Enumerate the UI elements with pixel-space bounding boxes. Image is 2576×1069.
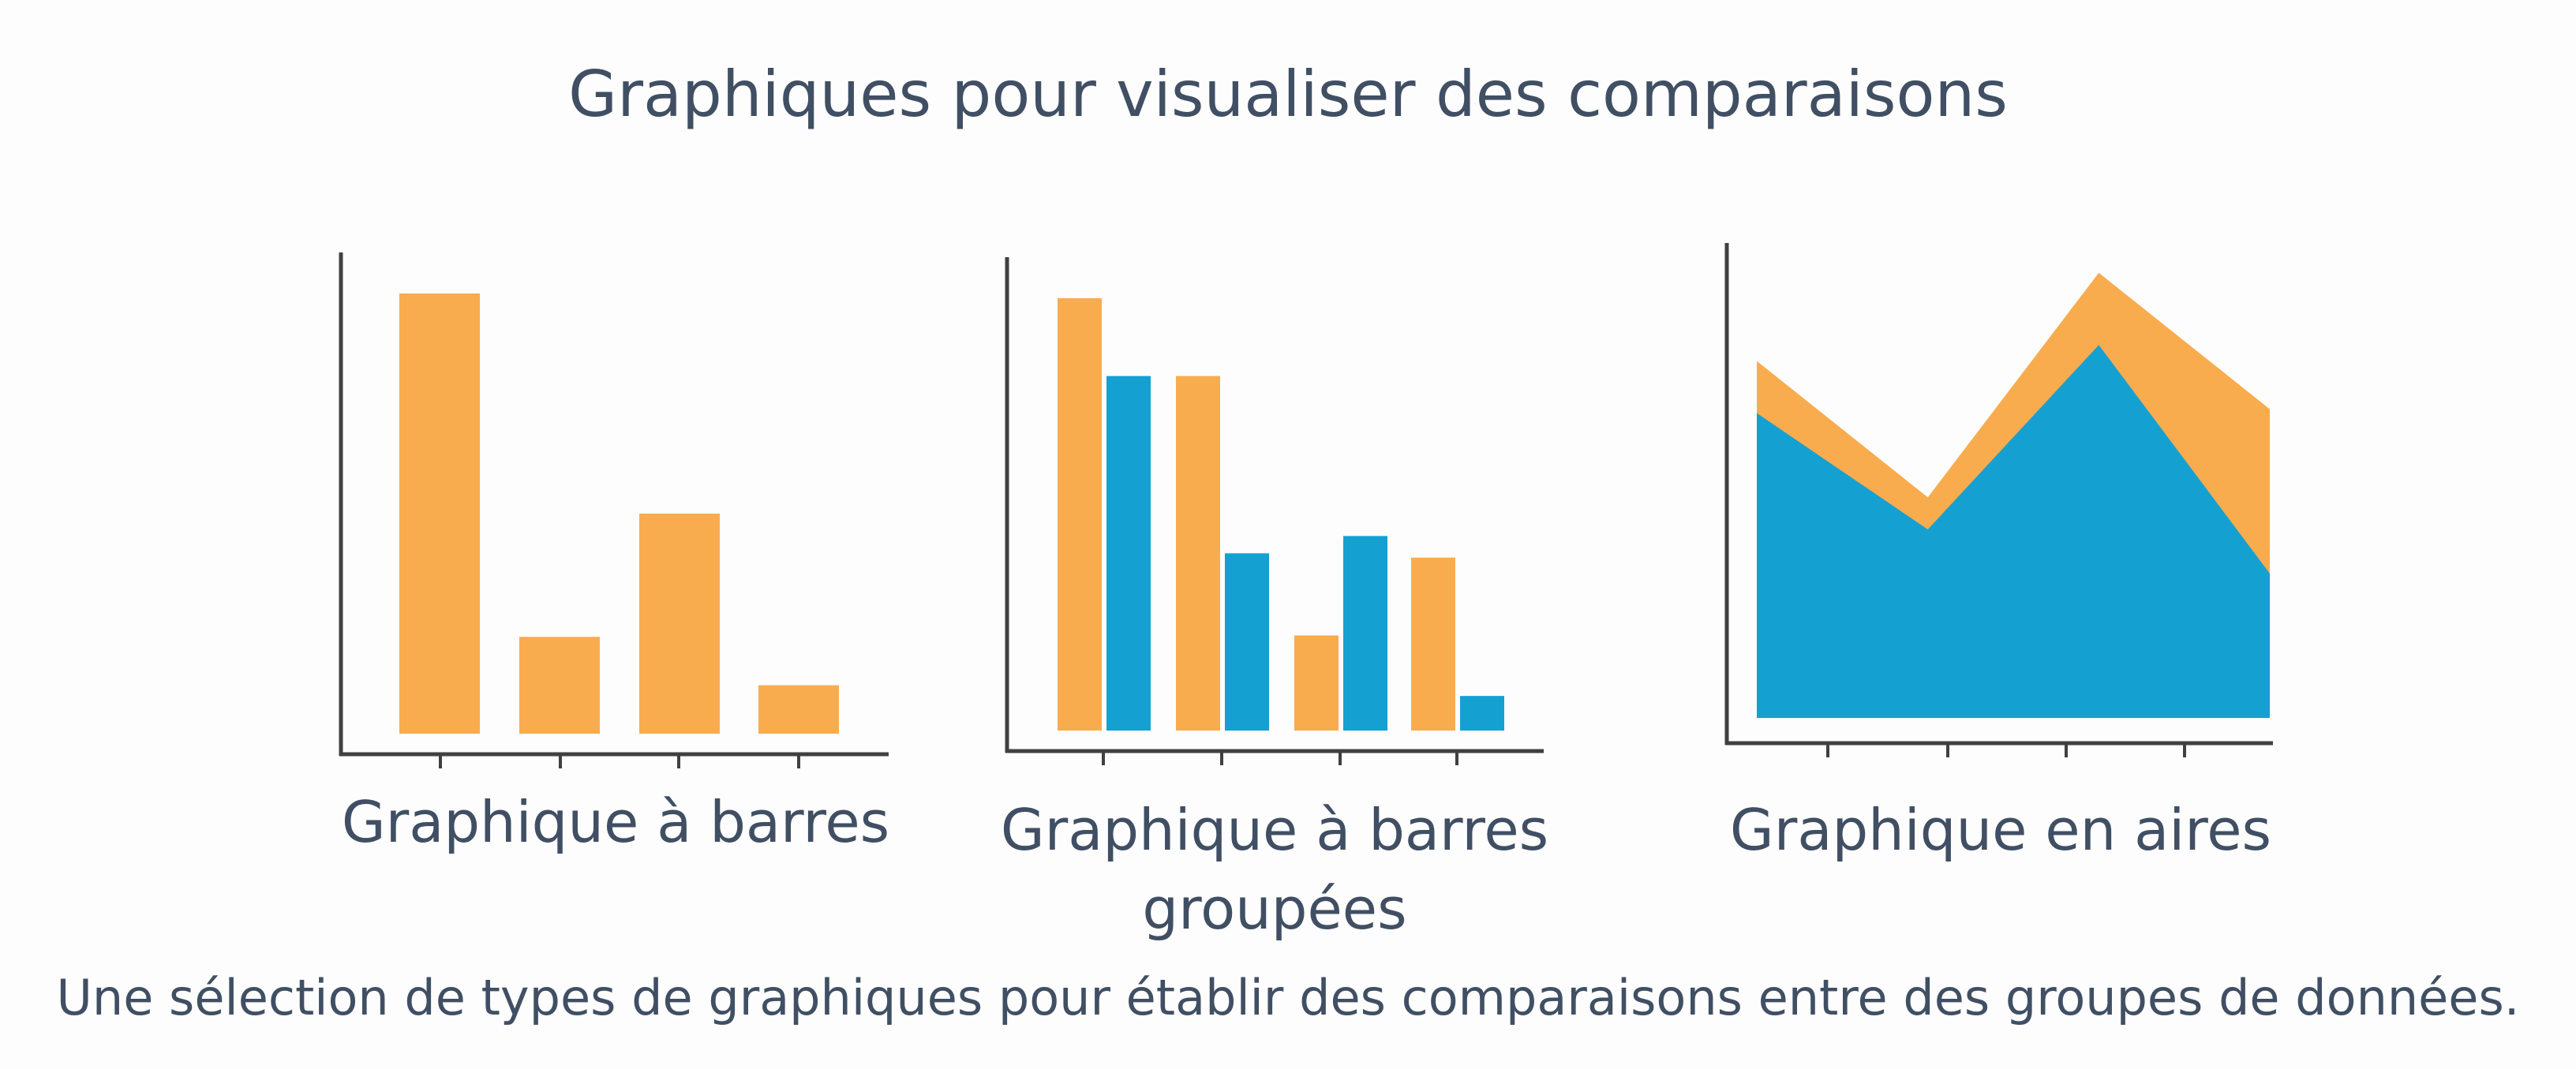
grouped-bar-chart-bar bbox=[1176, 376, 1220, 731]
caption: Une sélection de types de graphiques pou… bbox=[56, 969, 2520, 1026]
bar-chart bbox=[339, 252, 889, 768]
grouped-bar-chart-bar bbox=[1106, 376, 1151, 731]
page-title: Graphiques pour visualiser des comparais… bbox=[568, 58, 2008, 131]
grouped-bar-chart-label: Graphique à barres groupées bbox=[1000, 797, 1549, 942]
grouped-bar-chart-bar bbox=[1058, 298, 1102, 731]
bar-chart-bar bbox=[758, 685, 839, 734]
area-chart-label: Graphique en aires bbox=[1729, 797, 2272, 863]
grouped-bar-chart-bar bbox=[1460, 696, 1504, 731]
bar-chart-label: Graphique à barres bbox=[341, 789, 890, 855]
bar-chart-bar bbox=[639, 514, 720, 734]
area-chart-series-bottom bbox=[1757, 345, 2270, 718]
bar-chart-bar bbox=[399, 293, 480, 734]
bar-chart-bar bbox=[519, 637, 600, 734]
grouped-bar-chart bbox=[1005, 257, 1544, 765]
grouped-bar-chart-bar bbox=[1343, 536, 1387, 731]
grouped-bar-chart-bar bbox=[1411, 557, 1455, 731]
grouped-bar-chart-bar bbox=[1225, 553, 1269, 731]
area-chart bbox=[1724, 243, 2273, 757]
grouped-bar-chart-bar bbox=[1294, 635, 1339, 731]
